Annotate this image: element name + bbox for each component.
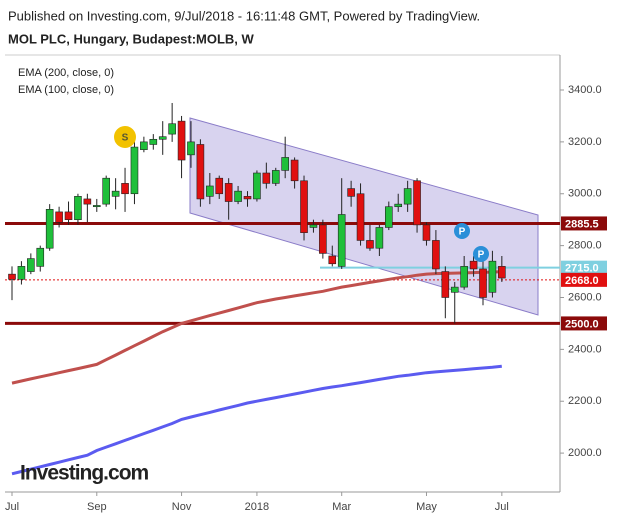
candle-body: [300, 180, 308, 233]
candle-body: [498, 266, 506, 279]
candle-body: [403, 188, 412, 205]
ema-line: [11, 364, 502, 476]
level-tag: [561, 216, 607, 231]
candle-body: [422, 224, 431, 241]
candle-body: [413, 180, 421, 226]
candle-body: [356, 193, 365, 241]
candle-body: [168, 123, 176, 135]
candle-body: [384, 206, 393, 228]
x-tick-label: Jul: [495, 501, 509, 513]
candle-body: [149, 138, 158, 145]
x-tick-label: Nov: [172, 501, 192, 513]
candle-body: [488, 260, 497, 293]
candle-body: [92, 205, 101, 208]
candle-body: [74, 196, 82, 220]
candle-body: [319, 224, 327, 254]
candle-body: [158, 136, 167, 140]
candle-body: [27, 258, 35, 272]
legend-entry: EMA (100, close, 0): [18, 84, 114, 96]
level-tag: [561, 316, 607, 331]
ema-line: [11, 270, 502, 385]
candle-body: [187, 141, 195, 156]
level-label: 2500.0: [565, 318, 599, 330]
candle-body: [121, 183, 129, 195]
x-tick-label: Sep: [87, 501, 107, 513]
candle-body: [45, 209, 54, 249]
event-marker: [114, 126, 136, 148]
level-label: 2885.5: [565, 218, 599, 230]
candle-body: [102, 177, 110, 205]
y-tick-label: 2800.0: [568, 240, 602, 252]
candle-body: [366, 240, 374, 249]
candle-body: [479, 268, 487, 298]
candle-body: [469, 260, 478, 270]
candle-body: [309, 224, 318, 228]
candle-body: [460, 266, 468, 288]
candle-body: [262, 172, 271, 184]
event-marker: [473, 246, 489, 262]
candle-body: [206, 185, 214, 197]
candle-body: [253, 172, 261, 200]
level-label: 2715.0: [565, 263, 599, 275]
candle-body: [224, 183, 233, 202]
candle-body: [83, 198, 92, 205]
candle-body: [36, 247, 45, 267]
candle-body: [394, 203, 403, 208]
y-tick-label: 3400.0: [568, 84, 602, 96]
event-marker-label: P: [478, 250, 485, 261]
candle-body: [441, 271, 450, 298]
y-tick-label: 3200.0: [568, 136, 602, 148]
chart-title: MOL PLC, Hungary, Budapest:MOLB, W: [8, 31, 255, 46]
candle-body: [243, 196, 252, 200]
candle-body: [271, 170, 280, 184]
candle-body: [450, 286, 459, 293]
x-tick-label: Jul: [5, 501, 19, 513]
candle-body: [17, 266, 26, 280]
candle-body: [111, 190, 120, 197]
header: Published on Investing.com, 9/Jul/2018 -…: [8, 8, 480, 23]
candle-body: [328, 255, 337, 265]
candle-body: [140, 141, 148, 150]
candle-body: [196, 144, 205, 200]
level-tag: [561, 260, 607, 275]
level-label: 2668.0: [565, 275, 599, 287]
candle-body: [55, 211, 63, 223]
y-tick-label: 2400.0: [568, 343, 602, 355]
y-tick-label: 3000.0: [568, 188, 602, 200]
candle-body: [215, 177, 224, 195]
candle-body: [375, 227, 384, 249]
candle-body: [8, 273, 16, 280]
y-tick-label: 2200.0: [568, 395, 602, 407]
level-tag: [561, 272, 607, 287]
logo: Investing.com: [20, 462, 149, 485]
candle-body: [290, 159, 299, 182]
candle-body: [234, 190, 242, 202]
candle-body: [281, 157, 289, 171]
event-marker-label: P: [459, 227, 466, 238]
y-tick-label: 2000.0: [568, 447, 602, 459]
x-tick-label: 2018: [245, 501, 269, 513]
candle-body: [432, 240, 440, 270]
event-marker-label: S: [122, 133, 129, 144]
candle-body: [130, 146, 139, 195]
candle-body: [337, 214, 346, 267]
x-tick-label: May: [416, 501, 437, 513]
x-tick-label: Mar: [332, 501, 351, 513]
y-tick-label: 2600.0: [568, 291, 602, 303]
event-marker: [454, 223, 470, 239]
candle-body: [64, 211, 73, 220]
candle-body: [347, 188, 355, 197]
candle-body: [177, 120, 186, 161]
legend-entry: EMA (200, close, 0): [18, 67, 114, 79]
